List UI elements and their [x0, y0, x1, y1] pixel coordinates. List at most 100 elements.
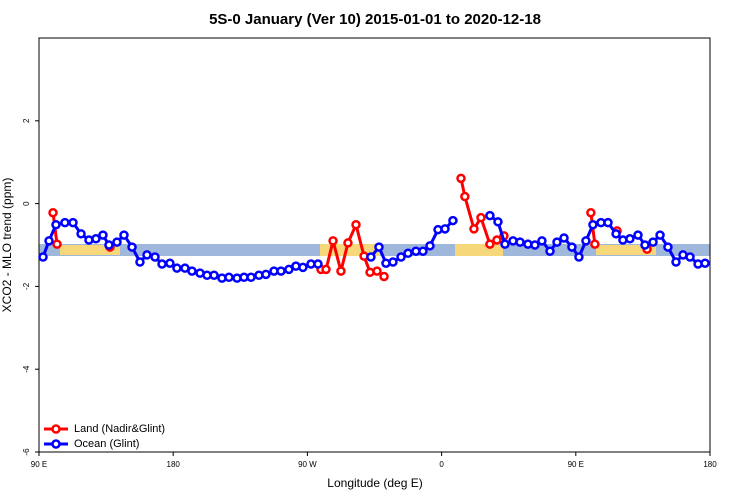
series-point: [38, 252, 48, 262]
series-point: [552, 237, 562, 247]
series-point: [52, 239, 62, 249]
series-point: [68, 217, 78, 228]
series-point: [456, 173, 466, 184]
x-tick-label: 180: [167, 460, 181, 469]
series-point: [515, 237, 525, 247]
series-point: [625, 234, 635, 244]
series-point: [590, 239, 600, 249]
chart-title: 5S-0 January (Ver 10) 2015-01-01 to 2020…: [209, 11, 541, 28]
y-tick-label: 2: [22, 118, 31, 123]
series-point: [448, 215, 458, 226]
series-point: [246, 272, 256, 283]
series-point: [574, 252, 584, 262]
series-point: [655, 230, 665, 240]
series-point: [648, 237, 658, 247]
series-point: [142, 250, 152, 260]
series-point: [460, 191, 470, 202]
series-point: [284, 264, 294, 275]
series-point: [663, 242, 673, 252]
series-point: [559, 233, 569, 243]
series-point: [403, 248, 413, 259]
series-point: [440, 224, 450, 234]
series-point: [586, 207, 596, 218]
y-tick-label: -6: [22, 448, 31, 456]
series-point: [112, 237, 122, 247]
series-point: [91, 234, 101, 244]
series-point: [104, 240, 114, 250]
series-line: [459, 178, 505, 247]
series-point: [581, 236, 591, 246]
series-point: [44, 236, 54, 246]
series-point: [321, 264, 331, 275]
series-point: [603, 217, 613, 228]
series-point: [700, 258, 710, 268]
land-band: [455, 244, 503, 256]
series-point: [157, 259, 167, 269]
series-point: [485, 239, 495, 249]
x-tick-label: 90 W: [298, 460, 317, 469]
series-point: [119, 230, 129, 240]
series-point: [165, 258, 175, 268]
y-tick-label: 0: [22, 201, 31, 206]
plot-frame: [38, 37, 711, 453]
series-point: [425, 241, 435, 251]
series-point: [60, 217, 70, 228]
series-point: [633, 230, 643, 240]
series-point: [640, 240, 650, 250]
x-axis-label: Longitude (deg E): [327, 476, 422, 490]
series-point: [396, 252, 406, 262]
series-point: [127, 242, 137, 252]
series-point: [379, 271, 389, 282]
y-axis-label: XCO2 - MLO trend (ppm): [0, 178, 14, 313]
series-point: [187, 266, 197, 276]
y-tick-label: -2: [22, 282, 31, 290]
series-point: [224, 272, 234, 283]
series-point: [209, 270, 219, 280]
series-point: [76, 229, 86, 239]
land-band: [60, 245, 120, 255]
land-band: [596, 245, 656, 255]
legend-marker: [51, 424, 61, 434]
legend-label: Land (Nadir&Glint): [74, 423, 165, 435]
series-point: [351, 219, 361, 230]
series-point: [343, 238, 353, 248]
x-tick-label: 90 E: [31, 460, 47, 469]
series-point: [51, 219, 61, 230]
series-point: [588, 219, 598, 230]
series-point: [98, 230, 108, 240]
series-point: [150, 252, 160, 262]
series-point: [298, 262, 308, 273]
x-tick-label: 180: [703, 460, 717, 469]
series-point: [537, 236, 547, 246]
series-point: [493, 217, 503, 227]
series-point: [372, 266, 382, 276]
series-point: [485, 210, 495, 221]
legend-marker: [51, 439, 61, 449]
series-point: [328, 236, 338, 246]
x-tick-label: 0: [439, 460, 444, 469]
series-point: [567, 242, 577, 252]
series-point: [545, 246, 555, 256]
series-point: [671, 257, 681, 267]
x-tick-label: 90 E: [568, 460, 584, 469]
series-point: [530, 240, 540, 250]
series-point: [276, 266, 286, 276]
series-point: [500, 239, 510, 249]
series-point: [685, 252, 695, 262]
series-point: [336, 266, 346, 276]
series-point: [388, 257, 398, 267]
series-point: [476, 212, 486, 223]
series-point: [261, 269, 271, 280]
series-point: [469, 224, 479, 234]
series-point: [374, 242, 384, 252]
series-point: [313, 259, 323, 269]
series-point: [135, 257, 145, 267]
series-point: [418, 246, 428, 256]
series-point: [611, 229, 621, 239]
legend-label: Ocean (Glint): [74, 438, 139, 450]
series-point: [48, 207, 58, 218]
y-tick-label: -4: [22, 365, 31, 373]
series-point: [492, 235, 502, 245]
series-point: [366, 252, 376, 262]
